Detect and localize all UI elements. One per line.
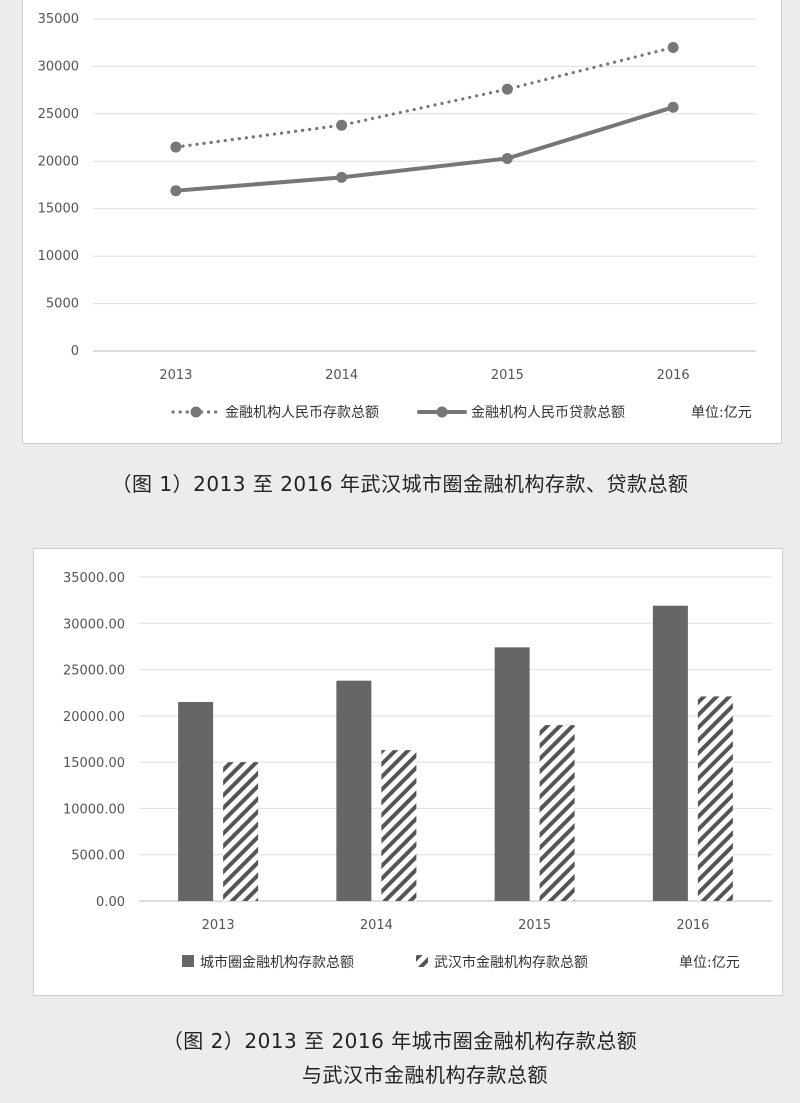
y-tick-label: 25000.00	[63, 664, 125, 679]
data-point	[501, 83, 513, 95]
line-chart: 0 5000 10000 15000 20000 25000 30000 35000 2013 2…	[38, 12, 756, 421]
legend-swatch-1	[182, 955, 194, 967]
bar-chart: 0.00 5000.00 10000.00 15000.00 20000.00 25000…	[63, 571, 772, 971]
y-tick-label: 0	[71, 344, 79, 359]
series-line-2	[173, 105, 676, 193]
y-tick-label: 25000	[38, 107, 79, 122]
y-tick-label: 35000	[38, 12, 79, 27]
y-tick-label: 30000	[38, 59, 79, 74]
x-tick-label: 2013	[159, 368, 192, 383]
bar-series-2	[539, 725, 575, 901]
y-tick-label: 10000.00	[63, 802, 125, 817]
y-tick-label: 20000	[38, 154, 79, 169]
legend-marker-1	[190, 406, 202, 418]
y-tick-label: 5000	[46, 297, 79, 312]
bar-series-1	[494, 647, 530, 901]
unit-label: 单位:亿元	[691, 405, 752, 421]
data-point	[336, 171, 348, 183]
legend-label-2: 金融机构人民币贷款总额	[471, 405, 625, 421]
x-tick-label: 2014	[325, 368, 358, 383]
line-chart-panel: 0 5000 10000 15000 20000 25000 30000 35000 2013 2…	[22, 0, 782, 444]
bar-series-1	[178, 701, 214, 901]
legend-marker-2	[436, 406, 448, 418]
data-point	[170, 185, 182, 197]
legend-swatch-2	[416, 955, 428, 967]
x-tick-label: 2013	[202, 918, 235, 933]
legend-label-1: 城市圈金融机构存款总额	[200, 954, 354, 971]
y-tick-label: 35000.00	[63, 571, 125, 586]
legend-label-1: 金融机构人民币存款总额	[225, 405, 379, 421]
data-point	[501, 152, 513, 164]
y-tick-label: 30000.00	[63, 617, 125, 632]
y-tick-label: 15000.00	[63, 756, 125, 771]
chart2-caption-line1: （图 2）2013 至 2016 年城市圈金融机构存款总额	[162, 1029, 638, 1053]
bar-series-2	[223, 762, 259, 901]
y-tick-label: 5000.00	[71, 849, 125, 864]
data-point	[667, 101, 679, 113]
y-tick-label: 15000	[38, 202, 79, 217]
chart2-caption-line2: 与武汉市金融机构存款总额	[302, 1063, 548, 1087]
y-tick-label: 10000	[38, 249, 79, 264]
chart2-caption: （图 2）2013 至 2016 年城市圈金融机构存款总额 与武汉市金融机构存款…	[0, 1024, 800, 1092]
x-tick-label: 2014	[360, 918, 393, 933]
bar-chart-panel: 0.00 5000.00 10000.00 15000.00 20000.00 25000…	[33, 548, 783, 996]
y-tick-label: 20000.00	[63, 710, 125, 725]
x-tick-label: 2015	[491, 368, 524, 383]
data-point	[336, 119, 348, 131]
y-tick-label: 0.00	[96, 895, 125, 910]
unit-label: 单位:亿元	[679, 955, 740, 971]
x-tick-label: 2016	[657, 368, 690, 383]
data-point	[170, 141, 182, 153]
legend-label-2: 武汉市金融机构存款总额	[434, 954, 588, 971]
x-tick-label: 2015	[518, 918, 551, 933]
bar-series-1	[652, 605, 688, 901]
data-point	[667, 41, 679, 53]
bar-series-1	[336, 680, 372, 901]
chart1-caption: （图 1）2013 至 2016 年武汉城市圈金融机构存款、贷款总额	[111, 472, 689, 496]
bar-series-2	[381, 750, 417, 901]
x-tick-label: 2016	[676, 918, 709, 933]
bar-series-2	[697, 696, 733, 901]
